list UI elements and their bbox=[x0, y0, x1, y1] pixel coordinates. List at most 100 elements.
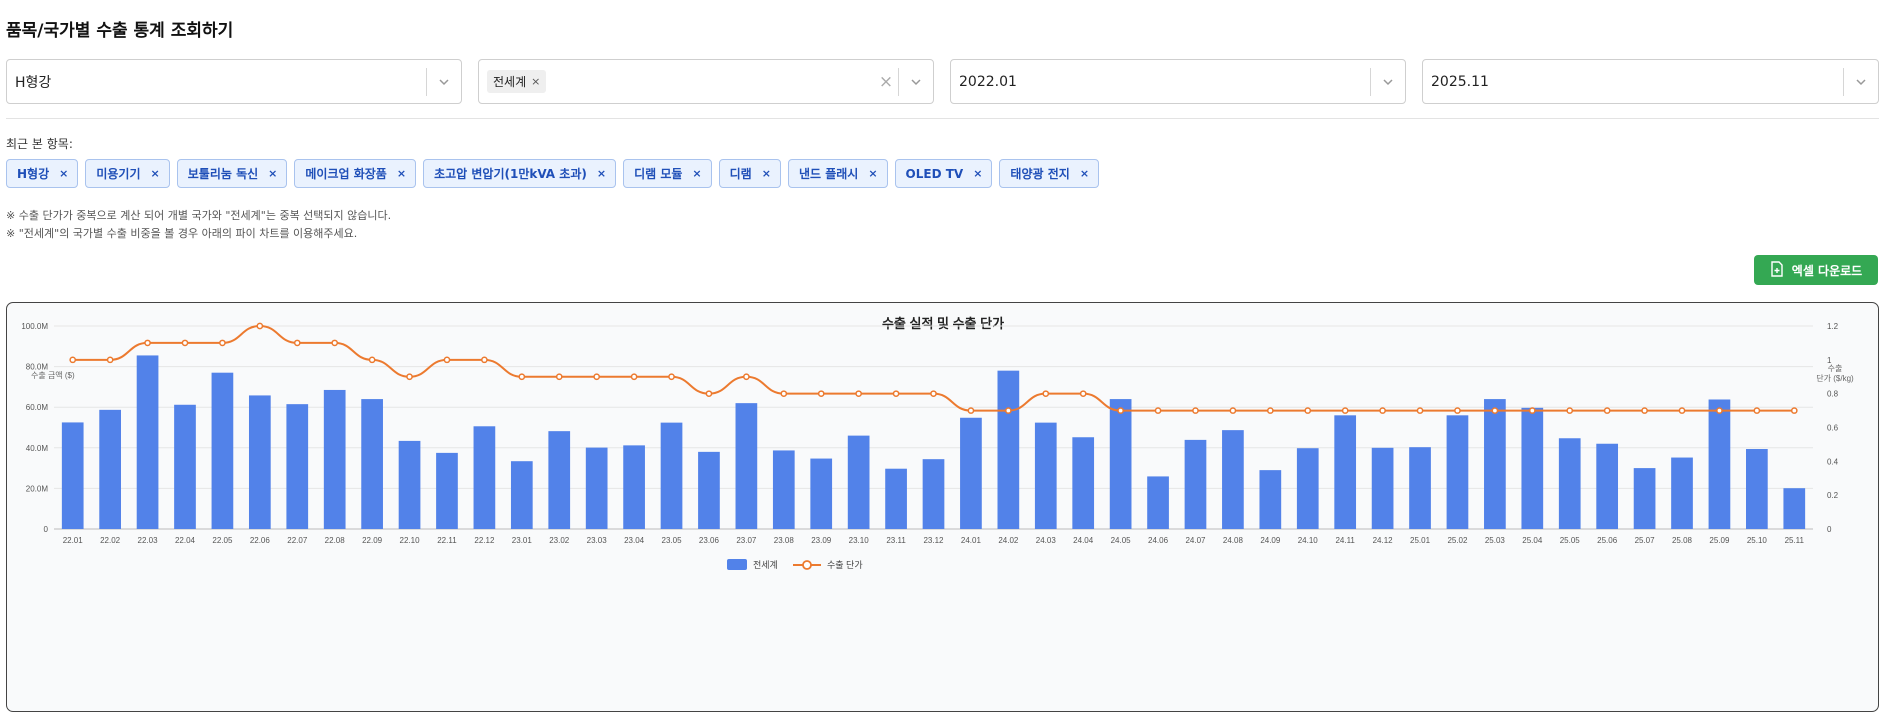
country-select[interactable]: 전세계 × × bbox=[478, 59, 934, 104]
end-period-select[interactable]: 2025.11 bbox=[1422, 59, 1879, 104]
recent-item-chip[interactable]: 보툴리눔 독신 × bbox=[176, 159, 288, 188]
start-period-value: 2022.01 bbox=[959, 73, 1017, 90]
x-tick-label: 23.11 bbox=[886, 536, 906, 545]
recent-item-chip[interactable]: 초고압 변압기(1만kVA 초과) × bbox=[423, 159, 617, 188]
remove-icon[interactable]: × bbox=[59, 167, 69, 180]
bar-24.03 bbox=[1034, 422, 1057, 529]
price-point-23.05 bbox=[668, 373, 675, 381]
bar-24.06 bbox=[1147, 476, 1169, 529]
remove-icon[interactable]: × bbox=[150, 167, 160, 180]
bar-22.06 bbox=[248, 395, 271, 529]
chevron-down-icon[interactable] bbox=[1844, 75, 1878, 89]
x-tick-label: 22.05 bbox=[212, 536, 233, 545]
bar-22.09 bbox=[361, 399, 383, 529]
recent-item-chip[interactable]: 미용기기 × bbox=[85, 159, 170, 188]
price-point-25.09 bbox=[1716, 407, 1723, 414]
clear-icon[interactable]: × bbox=[878, 71, 894, 92]
y-tick-right: 1.2 bbox=[1827, 322, 1839, 331]
y-tick-left: 80.0M bbox=[26, 363, 49, 372]
chevron-down-icon[interactable] bbox=[427, 75, 461, 89]
chevron-down-icon[interactable] bbox=[1371, 75, 1405, 89]
remove-icon[interactable]: × bbox=[396, 167, 407, 180]
bar-24.10 bbox=[1296, 448, 1319, 529]
bar-24.02 bbox=[997, 370, 1020, 529]
remove-icon[interactable]: × bbox=[761, 167, 771, 180]
divider bbox=[6, 118, 1879, 119]
recent-item-chip[interactable]: OLED TV × bbox=[894, 159, 993, 188]
country-tag: 전세계 × bbox=[487, 70, 547, 93]
recent-item-label: 디램 모듈 bbox=[634, 167, 683, 181]
bar-23.02 bbox=[548, 431, 571, 529]
tag-remove-icon[interactable]: × bbox=[531, 75, 541, 88]
excel-download-button[interactable]: 엑셀 다운로드 bbox=[1754, 255, 1878, 285]
excel-download-label: 엑셀 다운로드 bbox=[1791, 263, 1863, 278]
price-point-24.11 bbox=[1341, 407, 1349, 414]
price-point-24.06 bbox=[1154, 407, 1162, 414]
bar-25.02 bbox=[1446, 415, 1469, 529]
y-tick-right: 0.2 bbox=[1827, 491, 1839, 500]
price-point-25.10 bbox=[1753, 407, 1761, 414]
item-select[interactable]: H형강 bbox=[6, 59, 462, 104]
x-tick-label: 24.04 bbox=[1073, 536, 1094, 545]
bar-23.09 bbox=[810, 458, 833, 529]
bar-25.01 bbox=[1409, 447, 1431, 529]
bar-24.11 bbox=[1334, 415, 1357, 529]
price-point-22.12 bbox=[481, 356, 488, 364]
price-point-23.09 bbox=[817, 390, 825, 398]
recent-items-list: H형강 × 미용기기 × 보툴리눔 독신 × 메이크업 화장품 × 초고압 변압기(1만… bbox=[6, 159, 1100, 188]
x-tick-label: 25.03 bbox=[1485, 536, 1506, 545]
recent-item-chip[interactable]: 메이크업 화장품 × bbox=[294, 159, 417, 188]
recent-item-label: 보툴리눔 독신 bbox=[187, 167, 259, 181]
y-tick-right: 0 bbox=[1827, 525, 1832, 534]
remove-icon[interactable]: × bbox=[268, 167, 278, 180]
legend-bar-swatch bbox=[727, 559, 747, 570]
x-tick-label: 24.07 bbox=[1185, 536, 1206, 545]
price-point-25.03 bbox=[1491, 407, 1499, 414]
recent-item-chip[interactable]: 디램 모듈 × bbox=[623, 159, 712, 188]
x-tick-label: 24.10 bbox=[1298, 536, 1319, 545]
y-tick-right: 0.6 bbox=[1827, 424, 1839, 433]
bar-23.03 bbox=[585, 447, 608, 529]
recent-item-label: 디램 bbox=[729, 167, 752, 181]
remove-icon[interactable]: × bbox=[596, 167, 607, 180]
x-tick-label: 24.08 bbox=[1223, 536, 1244, 545]
start-period-select[interactable]: 2022.01 bbox=[950, 59, 1406, 104]
bar-24.05 bbox=[1109, 399, 1132, 529]
x-tick-label: 23.05 bbox=[662, 536, 683, 545]
x-tick-label: 24.06 bbox=[1148, 536, 1169, 545]
legend-line-marker bbox=[802, 560, 812, 570]
x-tick-label: 25.04 bbox=[1522, 536, 1543, 545]
remove-icon[interactable]: × bbox=[1079, 167, 1090, 180]
recent-item-chip[interactable]: 태양광 전지 × bbox=[999, 159, 1100, 188]
remove-icon[interactable]: × bbox=[868, 167, 878, 180]
recent-item-chip[interactable]: 낸드 플래시 × bbox=[787, 159, 888, 188]
price-point-23.01 bbox=[518, 373, 526, 381]
x-tick-label: 24.02 bbox=[998, 536, 1019, 545]
select-separator bbox=[1843, 67, 1844, 96]
x-tick-label: 23.12 bbox=[923, 536, 944, 545]
x-tick-label: 24.09 bbox=[1260, 536, 1281, 545]
price-point-22.02 bbox=[106, 356, 114, 364]
select-separator bbox=[1370, 67, 1371, 96]
x-tick-label: 24.11 bbox=[1335, 536, 1355, 545]
price-point-24.05 bbox=[1117, 407, 1124, 414]
x-tick-label: 22.12 bbox=[474, 536, 495, 545]
recent-item-label: 미용기기 bbox=[96, 167, 141, 181]
y-tick-right: 0.8 bbox=[1827, 390, 1839, 399]
x-tick-label: 22.10 bbox=[400, 536, 421, 545]
x-tick-label: 25.01 bbox=[1410, 536, 1431, 545]
price-point-24.10 bbox=[1304, 407, 1312, 414]
remove-icon[interactable]: × bbox=[973, 167, 983, 180]
recent-item-chip[interactable]: H형강 × bbox=[6, 159, 79, 188]
bar-22.12 bbox=[473, 426, 496, 529]
remove-icon[interactable]: × bbox=[692, 167, 702, 180]
x-tick-label: 23.08 bbox=[774, 536, 795, 545]
chevron-down-icon[interactable] bbox=[899, 75, 933, 89]
item-select-value: H형강 bbox=[15, 74, 52, 91]
x-tick-label: 22.01 bbox=[63, 536, 84, 545]
price-point-24.07 bbox=[1192, 407, 1199, 414]
y-tick-right: 1 bbox=[1827, 356, 1832, 365]
x-tick-label: 22.07 bbox=[287, 536, 308, 545]
recent-item-chip[interactable]: 디램 × bbox=[718, 159, 781, 188]
x-tick-label: 25.11 bbox=[1785, 536, 1805, 545]
